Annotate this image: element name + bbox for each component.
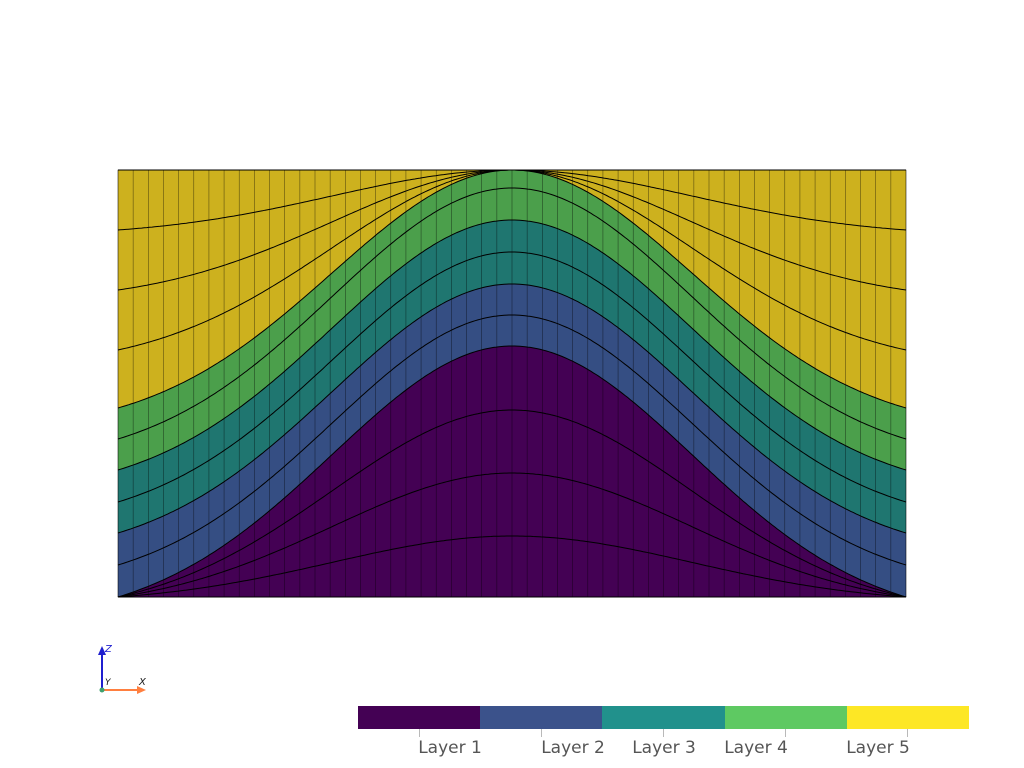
x-axis-label: X — [138, 677, 147, 688]
mesh-boundary — [117, 169, 907, 598]
colorbar-label-layer-5: Layer 5 — [846, 738, 910, 758]
colorbar-tick-layer-3 — [663, 729, 664, 737]
colorbar-swatch-layer-5 — [846, 706, 970, 729]
y-axis-label: Y — [105, 678, 112, 688]
colorbar-swatch-layer-3 — [602, 706, 725, 729]
colorbar-tick-layer-1 — [419, 729, 420, 737]
colorbar-label-layer-1: Layer 1 — [418, 738, 482, 758]
colorbar-swatch-layer-2 — [480, 706, 603, 729]
colorbar-swatch-layer-4 — [724, 706, 847, 729]
mesh-horizontal-edge — [117, 472, 907, 598]
colorbar-tick-layer-2 — [541, 729, 542, 737]
z-axis-label: Z — [104, 644, 113, 655]
x-axis-arrowhead — [137, 686, 146, 694]
mesh-horizontal-edge — [117, 314, 907, 566]
colorbar-label-layer-3: Layer 3 — [632, 738, 696, 758]
mesh-horizontal-edge — [117, 251, 907, 503]
z-axis-arrowhead — [98, 646, 106, 655]
mesh-horizontal-edge — [117, 345, 907, 598]
colorbar-tick-layer-5 — [907, 729, 908, 737]
colorbar-label-layer-4: Layer 4 — [724, 738, 788, 758]
colorbar-tick-layer-4 — [785, 729, 786, 737]
colorbar-label-layer-2: Layer 2 — [541, 738, 605, 758]
colorbar-swatch-layer-1 — [358, 706, 481, 729]
mesh-horizontal-edge — [117, 535, 907, 598]
mesh-horizontal-edge — [117, 187, 907, 440]
orientation-axes-widget: Z Y X — [98, 644, 147, 694]
colorbar — [358, 706, 970, 729]
colorbar-labels: Layer 1 Layer 2 Layer 3 Layer 4 Layer 5 — [358, 729, 969, 759]
mesh-horizontal-edge — [117, 409, 907, 598]
mesh-horizontal-edge — [117, 219, 907, 471]
y-axis-marker — [99, 687, 105, 693]
mesh-horizontal-edge — [117, 283, 907, 534]
